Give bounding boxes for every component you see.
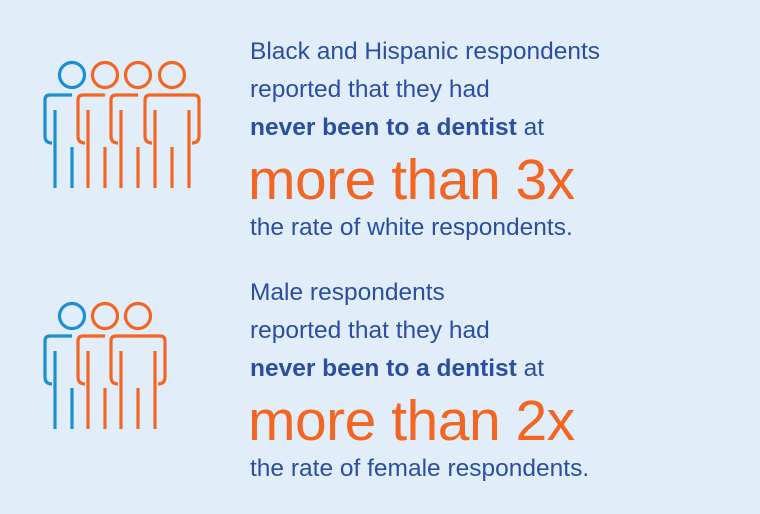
person-figure xyxy=(43,60,87,188)
stat-1-line-last: the rate of white respondents. xyxy=(250,214,573,241)
person-head xyxy=(123,60,153,90)
group-of-four-people-icon xyxy=(43,60,201,188)
person-figure xyxy=(76,301,120,429)
stat-2-line-3: never been to a dentist at xyxy=(250,354,544,384)
person-head xyxy=(57,301,87,331)
stat-1-emphasis-suffix: at xyxy=(516,114,545,141)
person-figure xyxy=(109,60,153,188)
person-head xyxy=(123,301,153,331)
stat-1-line-2: reported that they had xyxy=(250,76,490,103)
person-head xyxy=(90,60,120,90)
person-figure xyxy=(109,301,167,429)
person-figure xyxy=(43,301,87,429)
stat-1-headline: more than 3x xyxy=(248,148,575,212)
person-figure xyxy=(143,60,201,188)
stat-2-line-last: the rate of female respondents. xyxy=(250,455,590,482)
person-figure xyxy=(76,60,120,188)
person-head xyxy=(90,301,120,331)
group-of-three-people-icon xyxy=(43,301,167,429)
stat-2-line-1: Male respondents xyxy=(250,279,445,306)
stat-2-emphasis: never been to a dentist xyxy=(250,355,517,382)
person-head xyxy=(57,60,87,90)
stat-1-line-3: never been to a dentist at xyxy=(250,113,544,143)
stat-1-emphasis: never been to a dentist xyxy=(250,114,517,141)
stat-2-headline: more than 2x xyxy=(248,389,575,453)
person-head xyxy=(157,60,187,90)
stat-2-line-2: reported that they had xyxy=(250,317,490,344)
stat-1-line-1: Black and Hispanic respondents xyxy=(250,38,601,65)
stat-2-emphasis-suffix: at xyxy=(516,355,545,382)
